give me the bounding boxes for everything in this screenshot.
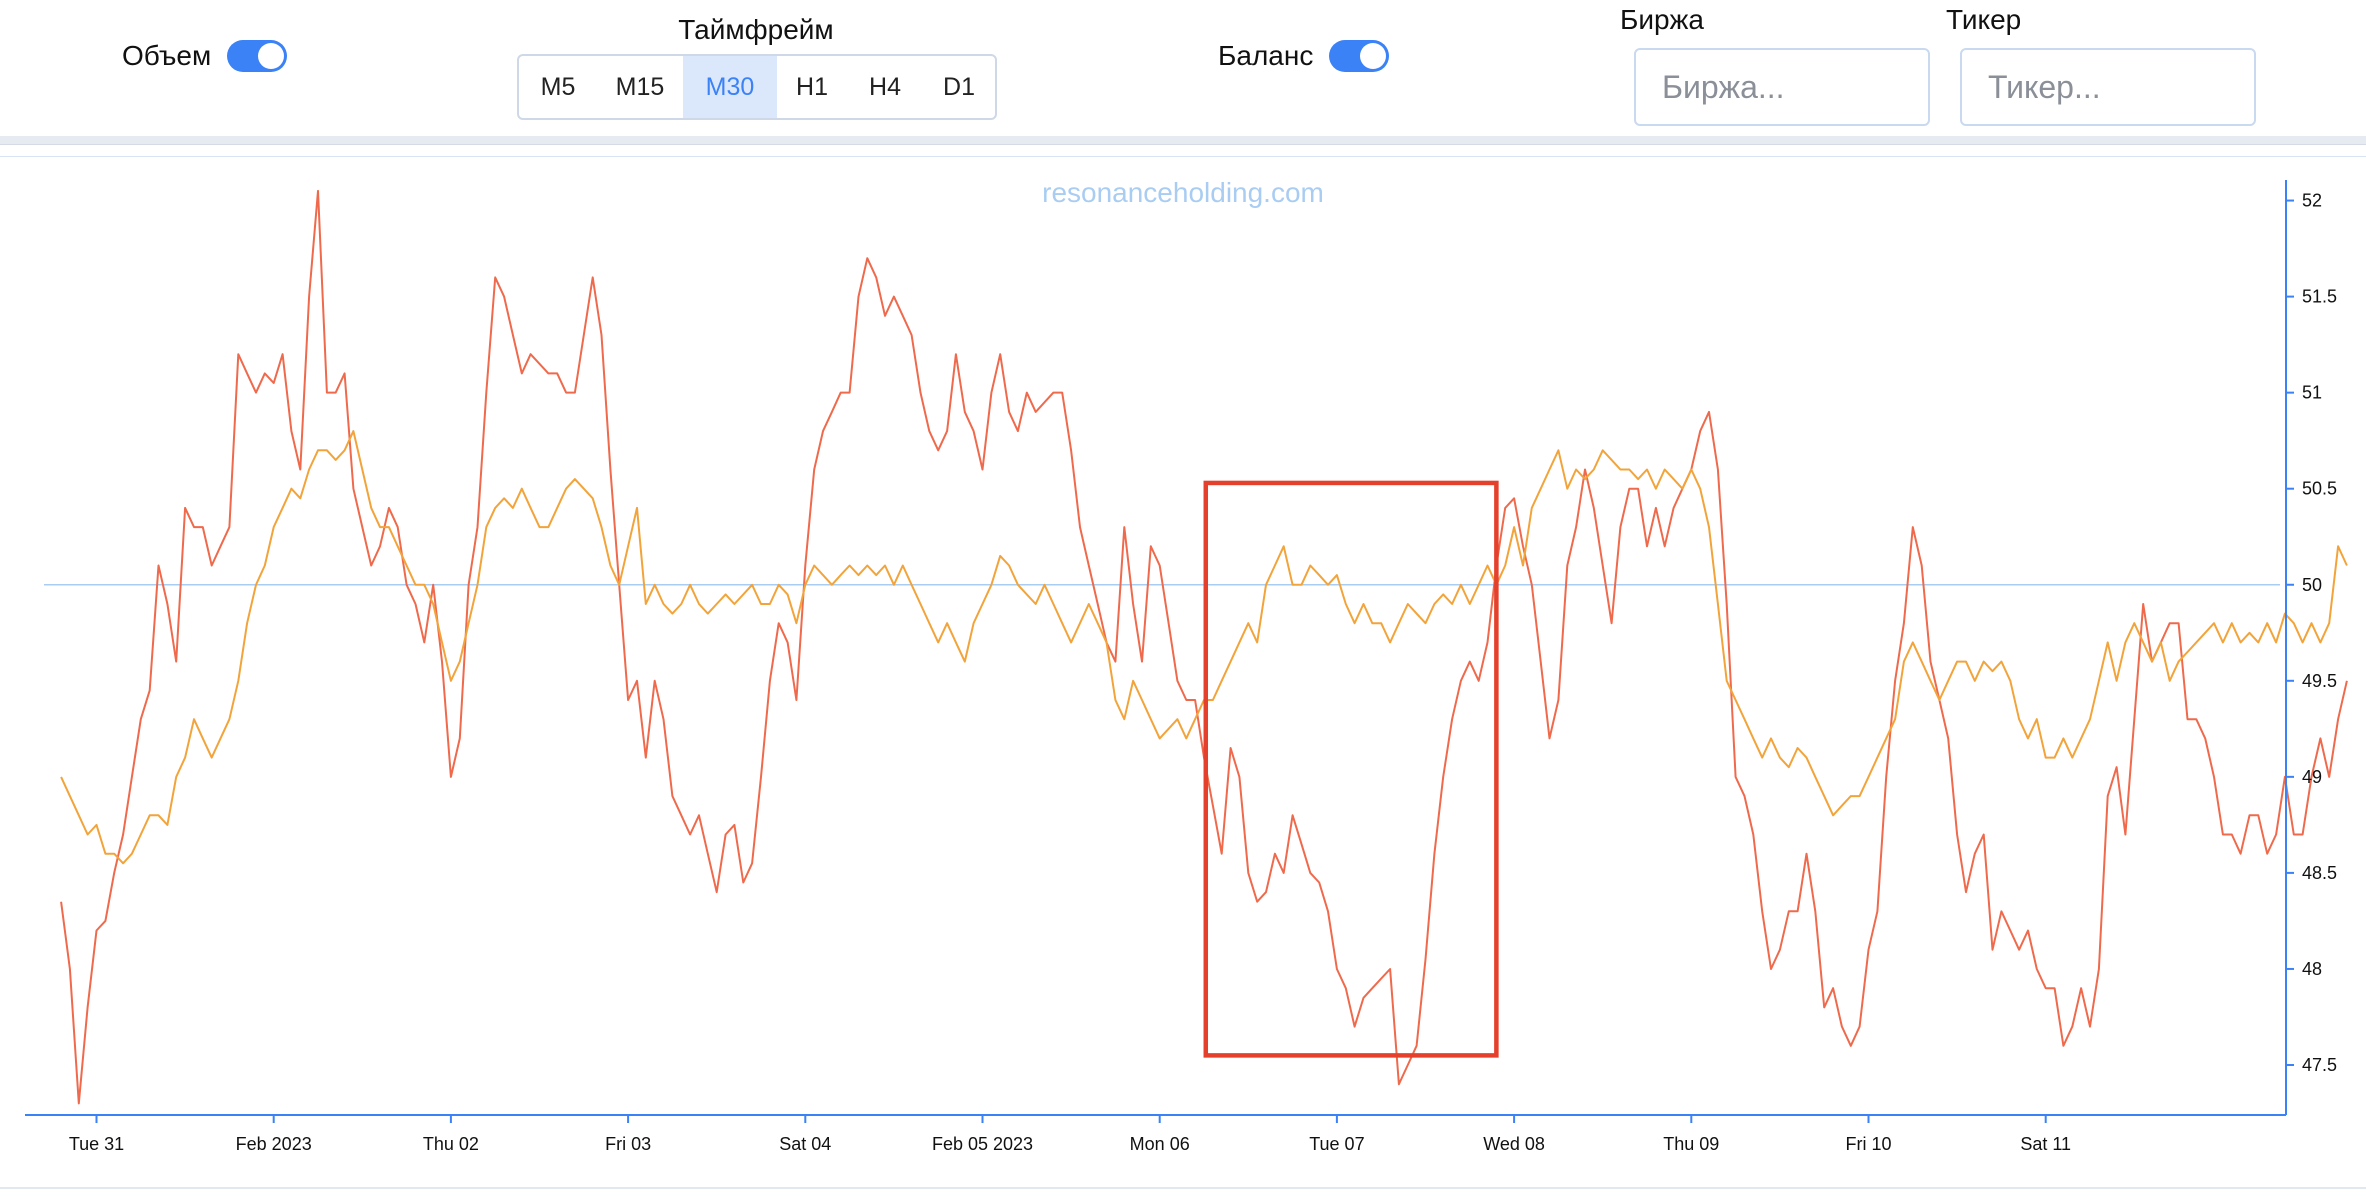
y-tick-label: 49: [2302, 767, 2322, 787]
volume-toggle-group: Объем: [122, 40, 288, 72]
toolbar-divider: [0, 136, 2366, 145]
x-tick-label: Fri 03: [605, 1134, 651, 1154]
x-tick-label: Fri 10: [1845, 1134, 1891, 1154]
timeframe-m15[interactable]: M15: [615, 73, 665, 101]
y-tick-label: 50: [2302, 575, 2322, 595]
chart-bottom-border: [0, 1187, 2366, 1189]
balance-toggle-knob: [1360, 43, 1387, 69]
chart-area[interactable]: resonanceholding.com Tue 31 Feb 2023 Thu 0…: [0, 157, 2366, 1192]
balance-toggle-label: Баланс: [1218, 40, 1314, 71]
y-tick-label: 48: [2302, 959, 2322, 979]
timeframe-m5[interactable]: M5: [540, 73, 576, 101]
x-tick-label: Thu 02: [423, 1134, 479, 1154]
timeframe-h1[interactable]: H1: [796, 73, 828, 101]
balance-toggle-group: Баланс: [1218, 40, 1390, 72]
highlight-box-layer: [1203, 480, 1499, 1058]
volume-toggle[interactable]: [227, 40, 288, 72]
x-tick-label: Sat 11: [2020, 1134, 2071, 1154]
y-tick-label: 51.5: [2302, 287, 2337, 307]
y-tick-label: 50.5: [2302, 479, 2337, 499]
chart-axes: [25, 180, 2287, 1116]
timeframe-h4[interactable]: H4: [869, 73, 901, 101]
x-tick-label: Wed 08: [1483, 1134, 1545, 1154]
x-axis-ticks: Tue 31 Feb 2023 Thu 02 Fri 03 Sat 04 Feb 05 2…: [69, 1115, 2071, 1154]
x-tick-label: Thu 09: [1663, 1134, 1719, 1154]
timeframe-d1[interactable]: D1: [943, 73, 975, 101]
exchange-input[interactable]: [1634, 48, 1930, 126]
balance-toggle[interactable]: [1329, 40, 1390, 72]
y-tick-label: 49.5: [2302, 671, 2337, 691]
y-tick-label: 47.5: [2302, 1055, 2337, 1075]
line-chart[interactable]: resonanceholding.com Tue 31 Feb 2023 Thu 0…: [0, 157, 2366, 1192]
exchange-label: Биржа: [1620, 4, 1704, 35]
highlight-box: [1203, 480, 1499, 1058]
y-tick-label: 48.5: [2302, 863, 2337, 883]
x-tick-label: Feb 05 2023: [932, 1134, 1033, 1154]
x-tick-label: Sat 04: [779, 1134, 831, 1154]
y-tick-label: 52: [2302, 191, 2322, 211]
x-tick-label: Tue 31: [69, 1134, 124, 1154]
chart-top-border: [0, 156, 2366, 157]
x-tick-label: Mon 06: [1130, 1134, 1190, 1154]
volume-toggle-knob: [258, 43, 285, 69]
x-tick-label: Tue 07: [1309, 1134, 1364, 1154]
y-tick-label: 51: [2302, 383, 2322, 403]
ticker-label: Тикер: [1946, 4, 2022, 35]
timeframe-m30[interactable]: M30: [683, 56, 777, 118]
ticker-input[interactable]: [1960, 48, 2256, 126]
x-tick-label: Feb 2023: [236, 1134, 312, 1154]
chart-watermark: resonanceholding.com: [1042, 177, 1324, 208]
timeframe-selector: M5 M15 M30 H1 H4 D1: [517, 54, 997, 120]
timeframe-title: Таймфрейм: [678, 14, 834, 45]
toolbar: Объем Таймфрейм M5 M15 M30 H1 H4 D1 Бала…: [0, 0, 2366, 136]
volume-toggle-label: Объем: [122, 40, 212, 71]
y-axis-ticks: 47.5 48 48.5 49 49.5 50 50.5 51 51.5 52: [2286, 191, 2337, 1075]
